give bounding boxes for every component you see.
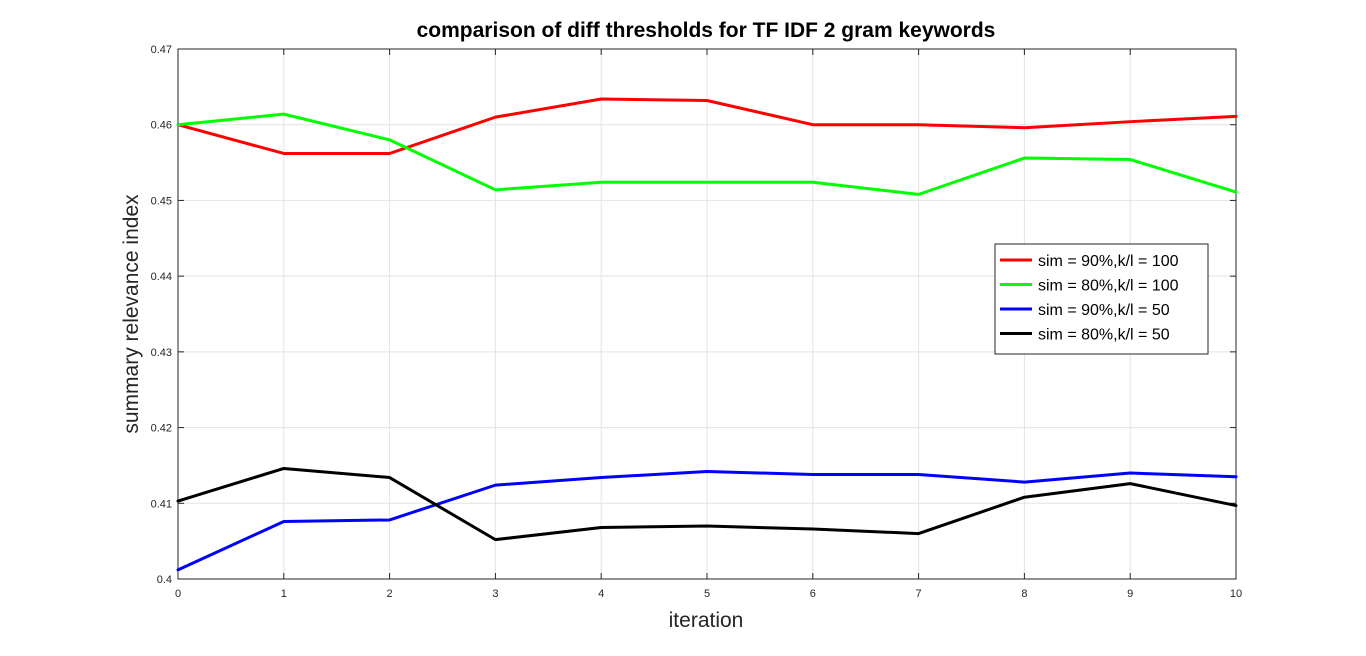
x-tick-label: 7: [916, 588, 922, 600]
plot-axes: [177, 48, 1237, 580]
series-lines: [176, 97, 1238, 572]
y-tick-label: 0.4: [157, 574, 172, 586]
chart-title: comparison of diff thresholds for TF IDF…: [417, 19, 996, 42]
y-tick-label: 0.41: [151, 498, 172, 510]
x-tick-label: 4: [598, 588, 604, 600]
x-tick-label: 10: [1230, 588, 1242, 600]
legend: sim = 90%,k/l = 100 sim = 80%,k/l = 100 si…: [994, 243, 1209, 355]
y-tick-label: 0.46: [151, 120, 172, 132]
legend-label: sim = 80%,k/l = 100: [1038, 278, 1179, 295]
series-line-4: [176, 466, 1238, 542]
series-line-2: [176, 112, 1238, 196]
legend-box: [994, 243, 1209, 355]
axes-box: [177, 48, 1237, 580]
y-tick-label: 0.45: [151, 195, 172, 207]
y-tick-label: 0.42: [151, 423, 172, 435]
x-tick-label: 8: [1021, 588, 1027, 600]
y-tick-label: 0.47: [151, 44, 172, 56]
legend-label: sim = 80%,k/l = 50: [1038, 327, 1170, 344]
legend-label: sim = 90%,k/l = 50: [1038, 302, 1170, 319]
x-tick-label: 9: [1127, 588, 1133, 600]
x-tick-label: 5: [704, 588, 710, 600]
tick-labels: 0 1 2 3 4 5 6 7 8 9 10 0.4 0.41 0.42 0.43 0.44 0.45 0.46 0…: [151, 44, 1243, 600]
x-tick-label: 0: [175, 588, 181, 600]
x-tick-label: 3: [492, 588, 498, 600]
series-line-1: [176, 97, 1238, 155]
series-line-3: [176, 469, 1238, 572]
x-tick-label: 2: [387, 588, 393, 600]
y-tick-label: 0.44: [151, 271, 172, 283]
x-tick-label: 1: [281, 588, 287, 600]
y-tick-label: 0.43: [151, 347, 172, 359]
x-axis-label: iteration: [669, 609, 744, 632]
legend-label: sim = 90%,k/l = 100: [1038, 253, 1179, 270]
x-tick-label: 6: [810, 588, 816, 600]
y-axis-label: summary relevance index: [120, 194, 143, 434]
